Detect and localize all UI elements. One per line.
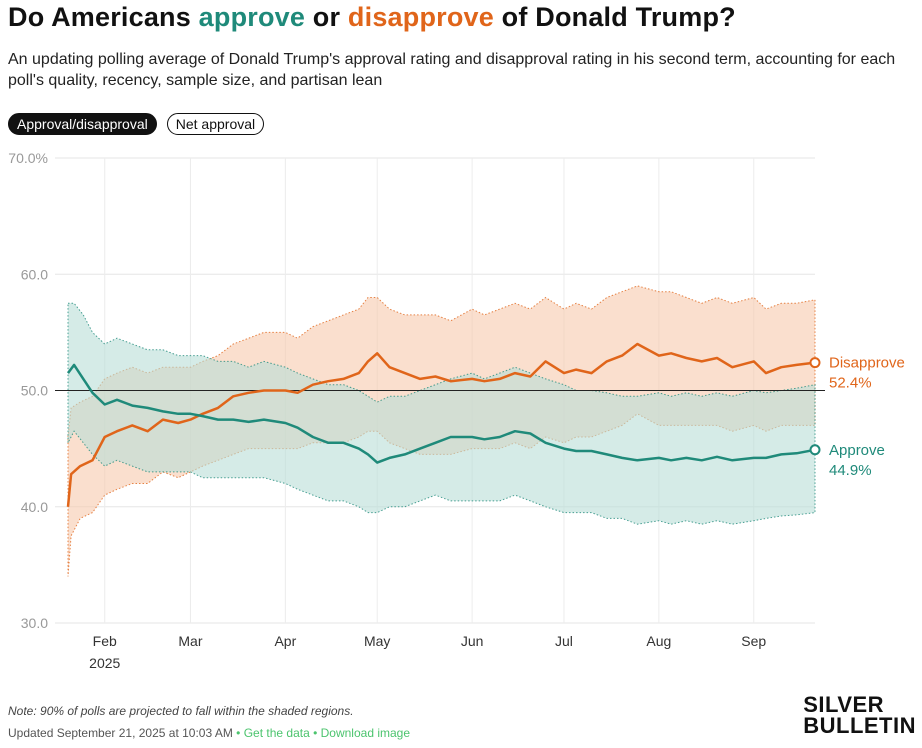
title-mid: or [305,2,348,32]
disapprove-value-label: 52.4% [829,375,872,392]
x-tick-label: Jun [461,633,484,649]
approval-chart: 30.0 40.0 50.0 60.0 70.0% Feb 2025 Mar Apr May Jun… [8,150,905,671]
approve-label: Approve [829,442,885,459]
y-tick-label: 70.0% [8,150,48,166]
separator-1: • [232,726,244,740]
net-approval-toggle[interactable]: Net approval [166,113,265,135]
x-tick-sublabel: 2025 [89,655,120,671]
disapprove-end-marker [809,357,821,369]
view-toggle-group: Approval/disapproval Net approval [8,113,265,135]
title-approve-word: approve [198,2,306,32]
title-prefix: Do Americans [8,2,199,32]
approve-line [66,363,816,464]
separator-2: • [309,726,321,740]
x-tick-label: Aug [646,633,671,649]
logo-line-2: BULLETIN [803,713,916,738]
x-tick-label: Jul [555,633,573,649]
x-tick-label: Feb [93,633,117,649]
title-suffix: of Donald Trump? [493,2,736,32]
x-tick-label: May [364,633,390,649]
footer-updated: Updated September 21, 2025 at 10:03 AM •… [8,726,410,740]
page-title: Do Americans approve or disapprove of Do… [8,2,736,33]
page-subtitle: An updating polling average of Donald Tr… [8,51,896,89]
approve-end-marker [809,444,821,456]
disapprove-line [66,342,816,507]
download-image-link[interactable]: Download image [320,726,411,740]
silver-bulletin-logo: SILVER BULLETIN [803,692,916,738]
approve-value-label: 44.9% [829,462,872,479]
updated-text: Updated September 21, 2025 at 10:03 AM [8,726,233,740]
title-disapprove-word: disapprove [347,2,494,32]
y-tick-label: 30.0 [21,615,48,631]
y-tick-label: 40.0 [21,499,48,515]
x-tick-label: Apr [274,633,296,649]
get-data-link[interactable]: Get the data [243,726,310,740]
x-tick-label: Sep [741,633,766,649]
disapprove-label: Disapprove [829,355,905,372]
approval-disapproval-toggle[interactable]: Approval/disapproval [8,113,157,135]
footer-note: Note: 90% of polls are projected to fall… [8,704,354,718]
logo-line-1: SILVER [803,692,885,717]
y-tick-label: 50.0 [21,383,48,399]
y-tick-label: 60.0 [21,266,48,282]
x-tick-label: Mar [178,633,202,649]
approve-confidence-band [67,302,816,525]
